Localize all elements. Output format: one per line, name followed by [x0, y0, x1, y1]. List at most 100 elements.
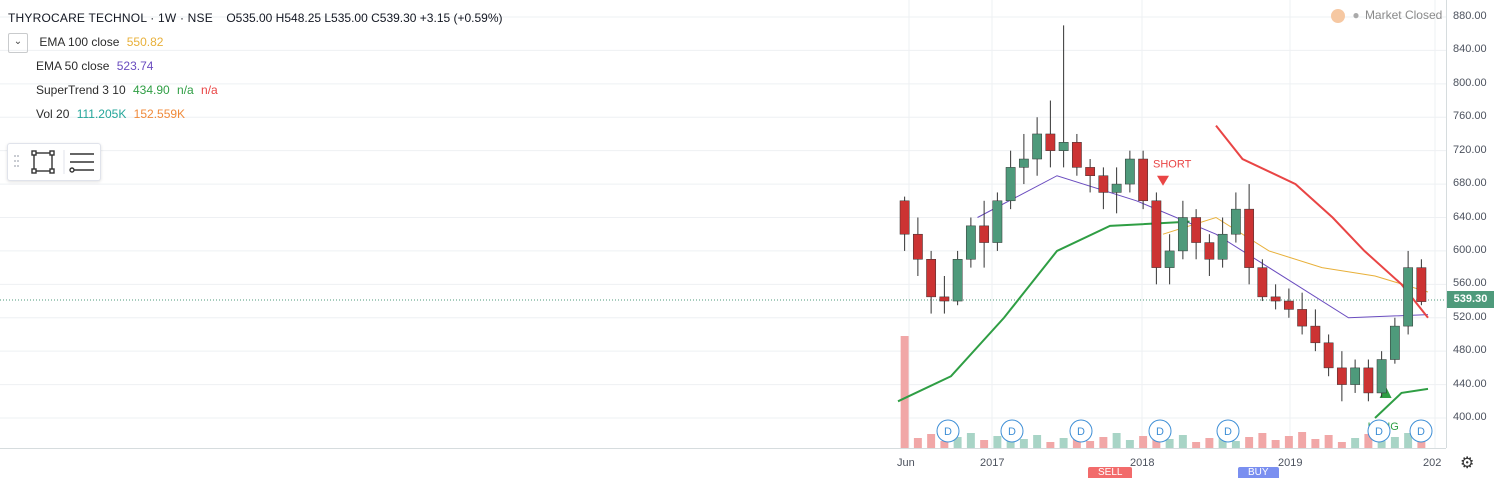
price-axis[interactable]: 880.00 840.00 800.00 760.00 720.00 680.00 640.… [1446, 0, 1494, 448]
candle-body [1191, 217, 1202, 243]
candle-body [1151, 200, 1162, 268]
candle-body [1032, 133, 1043, 160]
dividend-marker-label: D [1417, 426, 1425, 438]
dividend-marker [1216, 419, 1240, 443]
indicator-value: 152.559K [133, 107, 186, 121]
volume-bar [927, 434, 936, 448]
volume-bar [1059, 438, 1068, 448]
volume-bar [1337, 442, 1346, 448]
sell-tab[interactable]: SELL [1088, 467, 1133, 478]
indicator-value: 434.90 [132, 83, 170, 97]
volume-bar [900, 336, 909, 448]
candle-body [1124, 158, 1135, 185]
candle-body [1363, 367, 1374, 394]
candle-body [1270, 296, 1281, 302]
candle-body [1230, 208, 1241, 235]
dividend-marker-label: D [944, 426, 952, 438]
volume-bar [1125, 440, 1134, 448]
candle-body [939, 296, 950, 302]
price-tick-label: 720.00 [1453, 143, 1487, 156]
candle-body [1177, 217, 1188, 252]
volume-bar [1271, 440, 1280, 448]
candle-body [1085, 167, 1096, 176]
time-tick-label: 2018 [1130, 457, 1155, 469]
volume-bar [1231, 441, 1240, 448]
volume-bar [966, 433, 975, 448]
time-tick-label: 202 [1423, 457, 1442, 469]
rectangle-tool-icon[interactable] [31, 150, 55, 174]
price-tick-label: 600.00 [1453, 243, 1487, 256]
indicator-label[interactable]: EMA 50 close [36, 59, 110, 73]
price-tick-label: 520.00 [1453, 310, 1487, 323]
volume-bar [1046, 442, 1055, 448]
candle-body [952, 259, 963, 302]
dividend-marker-label: D [1156, 426, 1164, 438]
volume-bar [1324, 435, 1333, 448]
indicator-value: 550.82 [126, 35, 164, 49]
candle-body [979, 225, 990, 243]
candle-body [1005, 167, 1016, 202]
object-tree-icon[interactable] [69, 153, 94, 173]
market-status-label: Market Closed [1364, 8, 1443, 22]
drag-handle-icon[interactable] [14, 155, 19, 167]
candle-body [1310, 325, 1321, 344]
candle-body [1376, 359, 1387, 394]
price-tick-label: 800.00 [1453, 76, 1487, 89]
price-tick-label: 680.00 [1453, 177, 1487, 190]
ema-100-line [1162, 216, 1429, 293]
volume-bar [1258, 433, 1267, 448]
volume-bar [1284, 436, 1293, 448]
status-dot-icon [1331, 8, 1345, 23]
price-tick-label: 880.00 [1453, 10, 1487, 22]
candle-body [926, 259, 937, 298]
price-tick-label: 560.00 [1453, 277, 1487, 290]
candle-body [1323, 342, 1334, 369]
dividend-marker [1367, 419, 1391, 443]
volume-bar [1351, 438, 1360, 448]
symbol-title[interactable]: THYROCARE TECHNOL · 1W · NSE [8, 11, 213, 25]
candle-body [1350, 367, 1361, 385]
volume-bar [1364, 434, 1373, 448]
indicator-label[interactable]: Vol 20 [36, 107, 70, 121]
dividend-marker-label: D [1375, 426, 1383, 438]
supertrend-down-line [1215, 124, 1429, 319]
volume-bar [1404, 433, 1413, 448]
short-arrow-icon [1157, 175, 1169, 186]
dividend-marker [1409, 419, 1433, 443]
candle-body [1403, 267, 1414, 327]
volume-bar [980, 440, 989, 448]
volume-bar [1033, 435, 1042, 448]
volume-bar [1377, 441, 1386, 448]
candle-body [1204, 242, 1215, 260]
volume-bar [1205, 438, 1214, 448]
indicator-label[interactable]: EMA 100 close [39, 35, 120, 49]
drawing-toolbox [7, 143, 101, 181]
volume-bar [1086, 441, 1095, 448]
indicator-label[interactable]: SuperTrend 3 10 [36, 83, 126, 97]
volume-bar [1298, 432, 1307, 448]
candle-body [1164, 250, 1175, 268]
volume-bar [1019, 439, 1028, 448]
volume-bar [913, 438, 922, 448]
time-axis[interactable]: Jun 2017 2018 2019 202 [0, 448, 1446, 474]
candle-body [1389, 325, 1400, 360]
buy-tab[interactable]: BUY [1238, 467, 1279, 478]
collapse-legend-icon[interactable]: ⌄ [8, 32, 28, 53]
time-tick-label: Jun [897, 457, 915, 469]
volume-bar [1112, 433, 1121, 448]
dividend-marker-label: D [1077, 426, 1085, 438]
candle-body [1138, 158, 1149, 202]
candle-body [1058, 142, 1069, 151]
volume-bar [1311, 439, 1320, 448]
volume-bar [1165, 439, 1174, 448]
candle-body [992, 200, 1003, 243]
candle-body [1071, 142, 1082, 168]
indicator-value: 111.205K [76, 107, 127, 121]
supertrend-up-line [1374, 387, 1429, 419]
gear-icon[interactable]: ⚙ [1460, 455, 1475, 472]
indicator-value-na: n/a [201, 83, 218, 97]
candle-body [1283, 300, 1294, 310]
candle-body [1257, 267, 1268, 298]
dividend-marker [1000, 419, 1024, 443]
